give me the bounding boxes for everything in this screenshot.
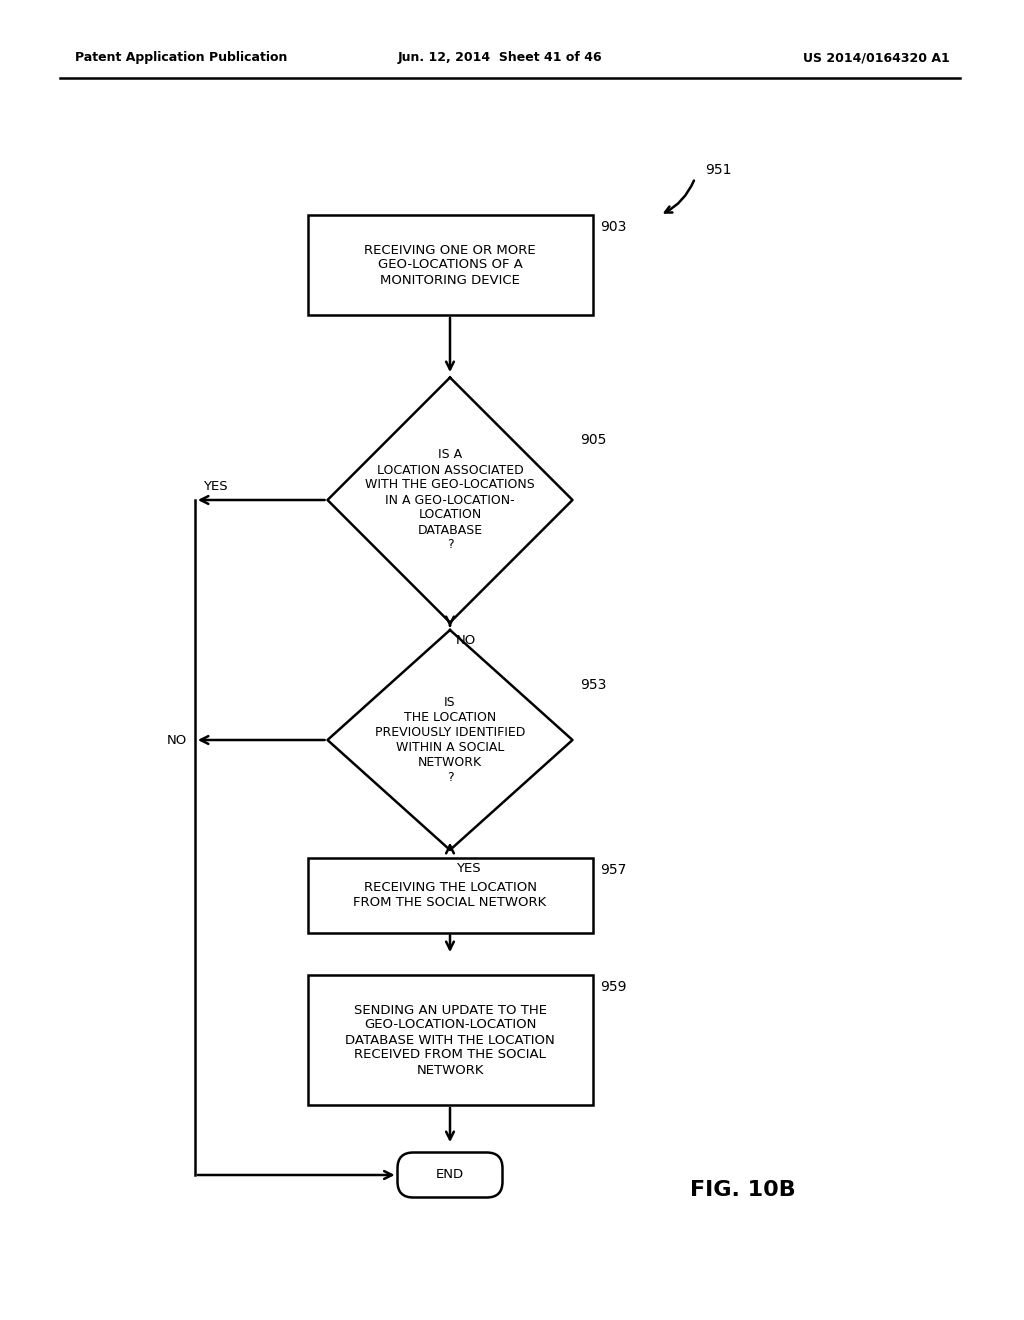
Bar bbox=[307, 858, 593, 932]
Text: IS A
LOCATION ASSOCIATED
WITH THE GEO-LOCATIONS
IN A GEO-LOCATION-
LOCATION
DATA: IS A LOCATION ASSOCIATED WITH THE GEO-LO… bbox=[366, 449, 535, 552]
Text: NO: NO bbox=[167, 734, 187, 747]
Bar bbox=[307, 975, 593, 1105]
Bar bbox=[307, 215, 593, 315]
Text: Patent Application Publication: Patent Application Publication bbox=[75, 51, 288, 65]
Text: 953: 953 bbox=[581, 678, 607, 692]
Text: FIG. 10B: FIG. 10B bbox=[690, 1180, 796, 1200]
Text: NO: NO bbox=[456, 634, 476, 647]
Text: RECEIVING ONE OR MORE
GEO-LOCATIONS OF A
MONITORING DEVICE: RECEIVING ONE OR MORE GEO-LOCATIONS OF A… bbox=[365, 243, 536, 286]
Text: 957: 957 bbox=[600, 862, 627, 876]
Text: END: END bbox=[436, 1168, 464, 1181]
Text: YES: YES bbox=[456, 862, 480, 874]
Text: SENDING AN UPDATE TO THE
GEO-LOCATION-LOCATION
DATABASE WITH THE LOCATION
RECEIV: SENDING AN UPDATE TO THE GEO-LOCATION-LO… bbox=[345, 1003, 555, 1077]
Text: US 2014/0164320 A1: US 2014/0164320 A1 bbox=[803, 51, 950, 65]
Text: RECEIVING THE LOCATION
FROM THE SOCIAL NETWORK: RECEIVING THE LOCATION FROM THE SOCIAL N… bbox=[353, 880, 547, 909]
Text: 905: 905 bbox=[581, 433, 607, 447]
Text: 959: 959 bbox=[600, 979, 627, 994]
FancyBboxPatch shape bbox=[397, 1152, 503, 1197]
Text: 951: 951 bbox=[705, 162, 731, 177]
Text: 903: 903 bbox=[600, 220, 627, 234]
Text: YES: YES bbox=[203, 479, 227, 492]
Text: IS
THE LOCATION
PREVIOUSLY IDENTIFIED
WITHIN A SOCIAL
NETWORK
?: IS THE LOCATION PREVIOUSLY IDENTIFIED WI… bbox=[375, 696, 525, 784]
Text: Jun. 12, 2014  Sheet 41 of 46: Jun. 12, 2014 Sheet 41 of 46 bbox=[397, 51, 602, 65]
